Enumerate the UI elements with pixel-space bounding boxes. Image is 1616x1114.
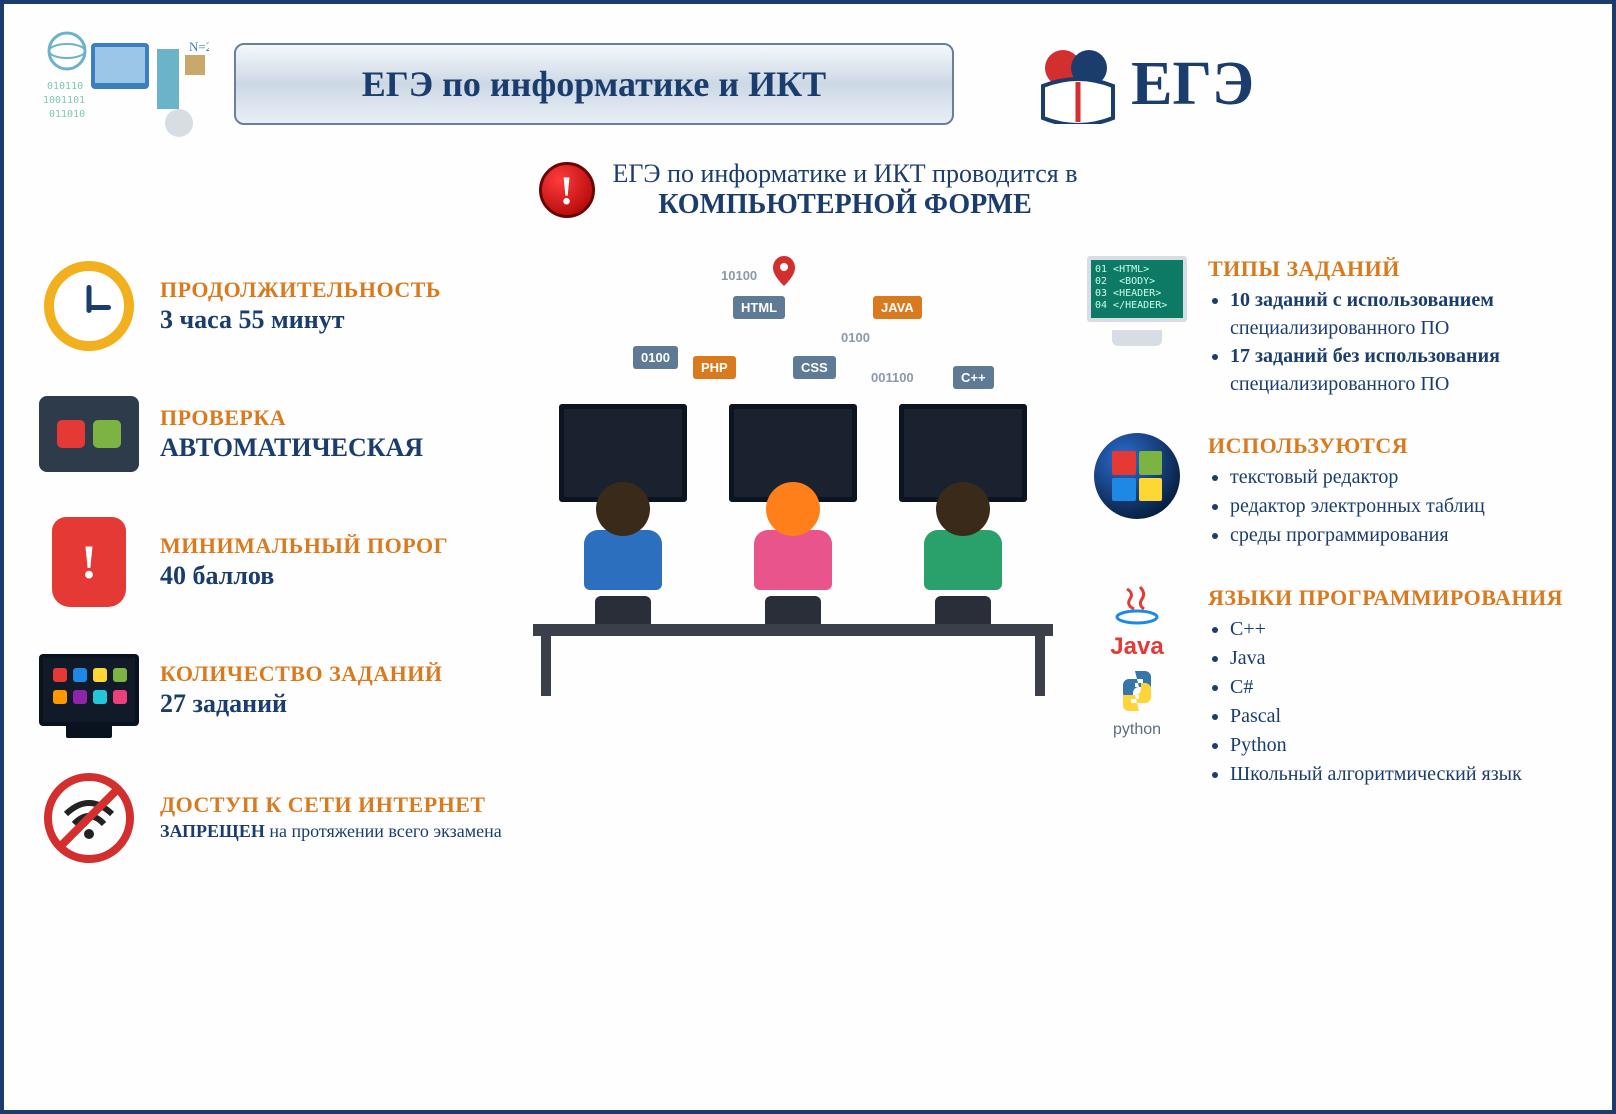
- computer-decor-icon: N=2 010110 1001101 011010: [34, 24, 214, 144]
- center-column: HTML PHP CSS JAVA C++ 0100 10100 0100 00…: [514, 256, 1072, 868]
- svg-text:011010: 011010: [49, 109, 85, 120]
- checking-heading: ПРОВЕРКА: [160, 405, 423, 431]
- item-task-types: 01 <HTML> 02 <BODY> 03 <HEADER> 04 </HEA…: [1082, 256, 1582, 398]
- code-screen-icon: 01 <HTML> 02 <BODY> 03 <HEADER> 04 </HEA…: [1082, 256, 1192, 346]
- tag-bin4: 001100: [863, 366, 922, 389]
- pin-icon: [773, 256, 795, 286]
- alert-badge-icon: !: [34, 512, 144, 612]
- item-duration: ПРОДОЛЖИТЕЛЬНОСТЬ 3 часа 55 минут: [34, 256, 504, 356]
- alert-icon: !: [539, 162, 595, 218]
- python-logo-text: python: [1113, 721, 1161, 739]
- ege-logo-text: ЕГЭ: [1131, 49, 1254, 120]
- svg-text:N=2: N=2: [189, 39, 209, 54]
- item-checking: ПРОВЕРКА АВТОМАТИЧЕСКАЯ: [34, 384, 504, 484]
- task-count-value: 27 заданий: [160, 689, 442, 719]
- center-illustration: HTML PHP CSS JAVA C++ 0100 10100 0100 00…: [533, 256, 1053, 696]
- tag-bin2: 10100: [713, 264, 765, 287]
- monitor-icon: [34, 640, 144, 740]
- tools-list: текстовый редактор редактор электронных …: [1230, 463, 1485, 550]
- threshold-value: 40 баллов: [160, 561, 448, 591]
- tablet-icon: [34, 384, 144, 484]
- title-banner: ЕГЭ по информатике и ИКТ: [234, 43, 954, 125]
- duration-value: 3 часа 55 минут: [160, 305, 441, 335]
- tag-bin1: 0100: [633, 346, 678, 369]
- tag-bin3: 0100: [833, 326, 878, 349]
- ege-logo: ЕГЭ: [974, 44, 1254, 124]
- kid-1: [553, 404, 693, 632]
- svg-text:010110: 010110: [47, 81, 83, 92]
- kid-3: [893, 404, 1033, 632]
- item-tools: ИСПОЛЬЗУЮТСЯ текстовый редактор редактор…: [1082, 433, 1582, 550]
- task-types-heading: ТИПЫ ЗАДАНИЙ: [1208, 256, 1582, 282]
- item-task-count: КОЛИЧЕСТВО ЗАДАНИЙ 27 заданий: [34, 640, 504, 740]
- languages-heading: ЯЗЫКИ ПРОГРАММИРОВАНИЯ: [1208, 585, 1563, 611]
- no-wifi-icon: [34, 768, 144, 868]
- tools-heading: ИСПОЛЬЗУЮТСЯ: [1208, 433, 1485, 459]
- clock-icon: [34, 256, 144, 356]
- tag-cpp: C++: [953, 366, 994, 389]
- tag-java: JAVA: [873, 296, 922, 319]
- item-languages: Java python ЯЗЫКИ ПРОГРАММИРОВАНИЯ C++ J…: [1082, 585, 1582, 789]
- notice-row: ! ЕГЭ по информатике и ИКТ проводится в …: [34, 159, 1582, 221]
- languages-list: C++ Java C# Pascal Python Школьный алгор…: [1230, 615, 1563, 789]
- kid-2: [723, 404, 863, 632]
- content-columns: ПРОДОЛЖИТЕЛЬНОСТЬ 3 часа 55 минут ПРОВЕР…: [34, 256, 1582, 868]
- threshold-heading: МИНИМАЛЬНЫЙ ПОРОГ: [160, 533, 448, 559]
- item-threshold: ! МИНИМАЛЬНЫЙ ПОРОГ 40 баллов: [34, 512, 504, 612]
- item-internet: ДОСТУП К СЕТИ ИНТЕРНЕТ ЗАПРЕЩЕН на протя…: [34, 768, 504, 868]
- task-types-list: 10 заданий с использованием специализиро…: [1230, 286, 1582, 398]
- tag-html: HTML: [733, 296, 785, 319]
- internet-heading: ДОСТУП К СЕТИ ИНТЕРНЕТ: [160, 792, 502, 818]
- ege-logo-mark: [1033, 44, 1123, 124]
- tag-php: PHP: [693, 356, 736, 379]
- infographic-frame: N=2 010110 1001101 011010 ЕГЭ по информа…: [0, 0, 1616, 1114]
- java-logo-text: Java: [1110, 633, 1163, 661]
- left-column: ПРОДОЛЖИТЕЛЬНОСТЬ 3 часа 55 минут ПРОВЕР…: [34, 256, 504, 868]
- windows-logo-icon: [1082, 433, 1192, 519]
- header-row: N=2 010110 1001101 011010 ЕГЭ по информа…: [34, 24, 1582, 144]
- lang-logos-icon: Java python: [1082, 585, 1192, 739]
- duration-heading: ПРОДОЛЖИТЕЛЬНОСТЬ: [160, 277, 441, 303]
- notice-line2: КОМПЬЮТЕРНОЙ ФОРМЕ: [613, 189, 1078, 221]
- notice-line1: ЕГЭ по информатике и ИКТ проводится в: [613, 159, 1078, 189]
- internet-sub: ЗАПРЕЩЕН на протяжении всего экзамена: [160, 820, 502, 843]
- right-column: 01 <HTML> 02 <BODY> 03 <HEADER> 04 </HEA…: [1082, 256, 1582, 868]
- svg-text:1001101: 1001101: [43, 95, 85, 106]
- task-count-heading: КОЛИЧЕСТВО ЗАДАНИЙ: [160, 661, 442, 687]
- page-title: ЕГЭ по информатике и ИКТ: [266, 63, 922, 105]
- notice-text: ЕГЭ по информатике и ИКТ проводится в КО…: [613, 159, 1078, 221]
- checking-value: АВТОМАТИЧЕСКАЯ: [160, 433, 423, 463]
- tag-css: CSS: [793, 356, 836, 379]
